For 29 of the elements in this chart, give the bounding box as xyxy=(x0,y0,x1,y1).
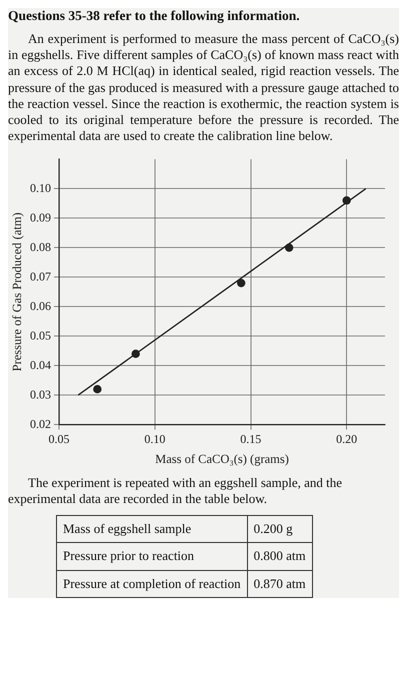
x-tick-label: 0.15 xyxy=(240,432,262,446)
y-tick-label: 0.10 xyxy=(30,180,51,194)
x-tick-label: 0.05 xyxy=(48,432,70,446)
y-tick-label: 0.05 xyxy=(30,328,51,342)
point xyxy=(132,349,140,358)
x-tick-label: 0.20 xyxy=(336,432,358,446)
y-tick-label: 0.09 xyxy=(30,210,51,224)
y-tick-label: 0.04 xyxy=(30,357,51,372)
y-tick-label: 0.06 xyxy=(30,298,51,312)
text: The experiment is repeated with an eggshell sample, and the experimental data are recorded in the table below. xyxy=(8,474,344,508)
text: 0.870 atm xyxy=(247,570,312,598)
point xyxy=(236,278,246,287)
x-tick-label: 0.10 xyxy=(144,432,166,446)
point xyxy=(93,384,102,394)
point xyxy=(342,196,351,204)
chart-subtitle: An experiment is performed to measure the mass percent of CaCO₃(s) in eggshells. Five different samples of CaCO₃(s) of known mass react with an excess of 2.0 M HCl(aq) in identical sealed, rigid reaction vessels. The pressure of the gas produced is measured with a pressure gauge attached to the reaction vessel. Since the reaction is exothermic, the reaction system is cooled to its original temperature before the pressure is recorded. The experimental data are used to create the calibration line below. xyxy=(8,30,399,145)
text: 0.200 g xyxy=(247,516,312,543)
chart-title: Questions 35-38 refer to the following information. xyxy=(8,8,301,25)
text: Pressure prior to reaction xyxy=(56,542,248,570)
y-tick-label: 0.07 xyxy=(30,268,51,283)
y-axis-title: Pressure of Gas Produced (atm) xyxy=(10,212,24,372)
x-axis-title: Mass of CaCO₃(s) (grams) xyxy=(155,451,289,466)
y-tick-label: 0.03 xyxy=(30,386,51,401)
text: Mass of eggshell sample xyxy=(56,516,248,543)
text: Pressure at completion of reaction xyxy=(56,570,248,598)
y-tick-label: 0.02 xyxy=(30,416,51,430)
text: 0.800 atm xyxy=(247,542,312,570)
point xyxy=(284,243,294,252)
y-tick-label: 0.08 xyxy=(30,239,51,254)
